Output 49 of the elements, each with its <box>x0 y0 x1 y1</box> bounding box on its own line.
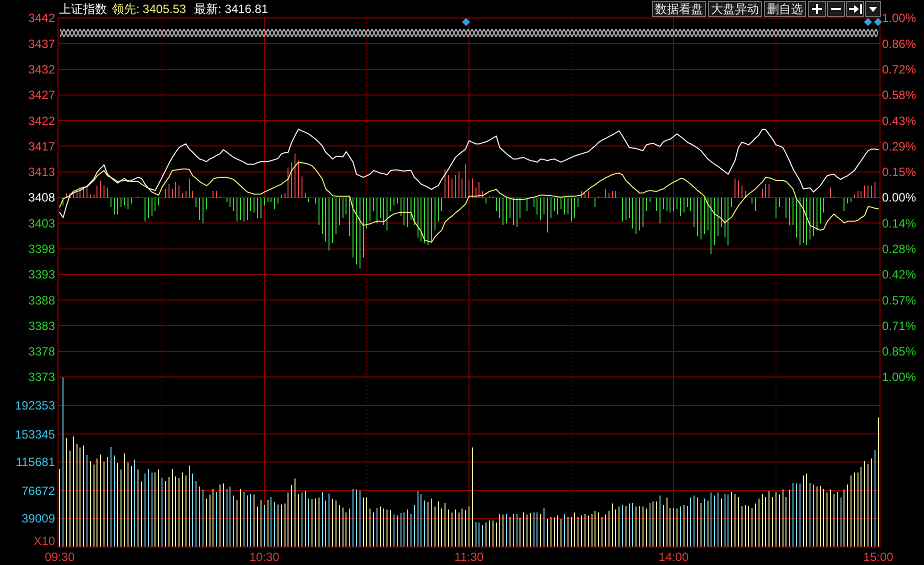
y2-tick-label: 0.85% <box>882 344 916 359</box>
y2-tick-label: 0.42% <box>882 268 916 282</box>
text: 领先: 3405.53 <box>112 2 186 16</box>
y-tick-label: 3417 <box>28 139 56 154</box>
y-tick-label: 3373 <box>28 370 56 384</box>
y-tick-label: 3432 <box>28 62 56 76</box>
y2-tick-label: 0.29% <box>882 139 916 154</box>
text: 数据看盘 <box>655 2 703 16</box>
x-tick-label: 10:30 <box>249 550 280 564</box>
y-tick-label: 3383 <box>28 318 56 333</box>
y2-tick-label: 0.15% <box>882 165 916 180</box>
y-tick-label: 3403 <box>28 216 56 230</box>
y2-tick-label: 0.57% <box>882 293 916 308</box>
y-tick-label: 3437 <box>28 36 56 51</box>
y-tick-label: 3408 <box>28 190 56 205</box>
y2-tick-label: 1.00% <box>882 11 916 26</box>
y-tick-label: 153345 <box>14 427 56 442</box>
y-tick-label: 3388 <box>28 293 56 308</box>
x-tick-label: 09:30 <box>44 550 76 564</box>
chart-title: 上证指数 <box>59 2 107 16</box>
y2-tick-label: 0.00% <box>882 190 916 205</box>
y2-tick-label: 0.14% <box>882 216 916 230</box>
y-tick-label: 3442 <box>28 11 56 26</box>
y2-tick-label: 0.71% <box>882 318 916 333</box>
y2-tick-label: 0.43% <box>882 114 916 128</box>
x-tick-label: 14:00 <box>658 550 689 564</box>
y-axis-title: X10 <box>34 534 56 548</box>
y-tick-label: 115681 <box>16 455 56 470</box>
y2-tick-label: 0.58% <box>882 88 916 102</box>
y2-tick-label: 0.86% <box>882 36 916 51</box>
y-tick-label: 76672 <box>22 484 56 498</box>
text: 大盘异动 <box>711 2 759 16</box>
text: 删自选 <box>767 2 803 16</box>
y-tick-label: 3398 <box>28 242 56 256</box>
line-series <box>59 162 879 243</box>
text: 最新: 3416.81 <box>194 2 268 16</box>
y-tick-label: 3378 <box>28 344 56 359</box>
y2-tick-label: 0.28% <box>882 242 916 256</box>
y-tick-label: 3427 <box>28 88 56 102</box>
x-tick-label: 11:30 <box>454 550 484 564</box>
y-tick-label: 3393 <box>28 268 56 282</box>
y-tick-label: 3422 <box>28 114 56 128</box>
y2-tick-label: 0.72% <box>882 62 916 76</box>
y-tick-label: 39009 <box>22 511 56 526</box>
x-tick-label: 15:00 <box>863 550 894 564</box>
y-tick-label: 192353 <box>14 398 56 413</box>
y2-tick-label: 1.00% <box>882 370 916 384</box>
y-tick-label: 3413 <box>28 165 56 180</box>
line-series <box>59 128 879 218</box>
